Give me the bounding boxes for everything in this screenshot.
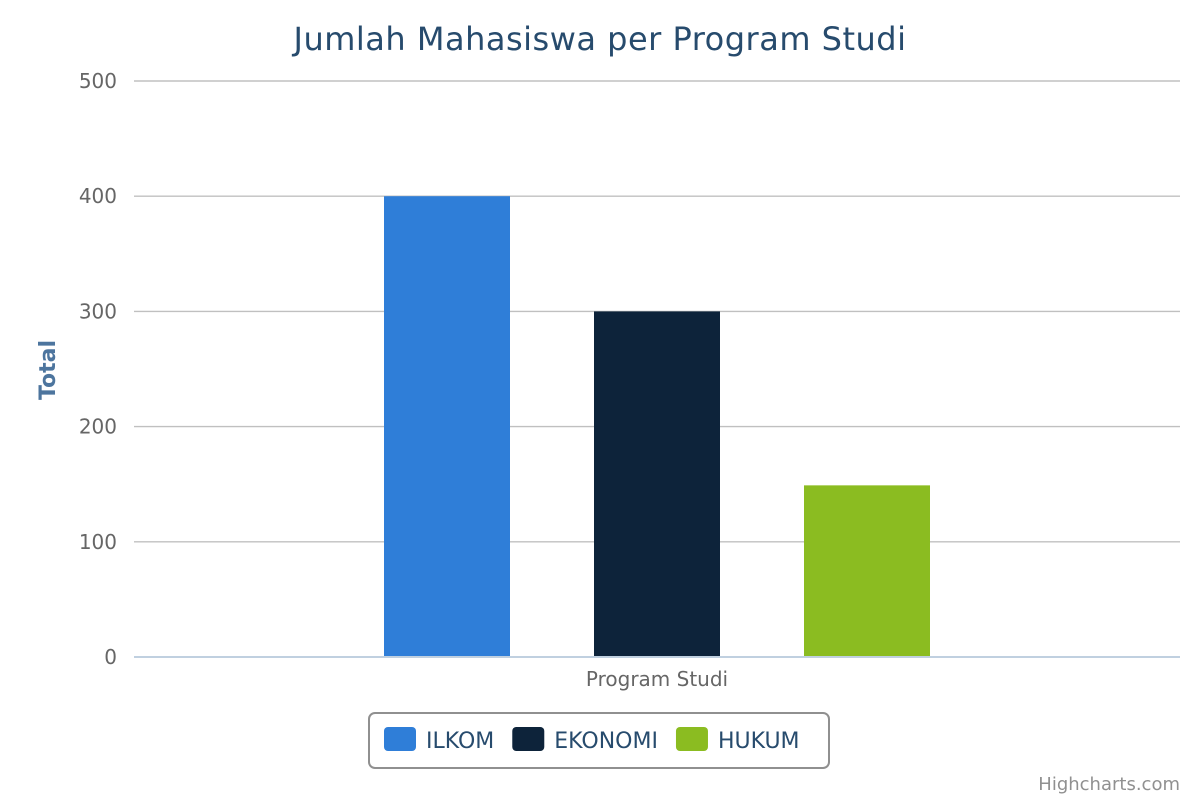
legend-label: ILKOM xyxy=(426,729,494,754)
x-category-label: Program Studi xyxy=(586,667,728,691)
legend-item-ekonomi[interactable]: EKONOMI xyxy=(512,727,658,754)
bar-hukum[interactable] xyxy=(804,485,930,657)
axis-layer: 0 100 200 300 400 500 xyxy=(79,69,1180,669)
legend-swatch xyxy=(384,727,416,751)
bar-ilkom[interactable] xyxy=(384,196,510,657)
credits-link[interactable]: Highcharts.com xyxy=(1038,774,1180,795)
legend-swatch xyxy=(512,727,545,751)
bar-layer xyxy=(384,196,930,657)
y-axis-title: Total xyxy=(36,340,61,400)
bar-ekonomi[interactable] xyxy=(594,311,720,657)
legend-label: EKONOMI xyxy=(554,729,658,754)
legend: ILKOM EKONOMI HUKUM xyxy=(368,712,830,769)
y-tick-label: 400 xyxy=(79,184,117,208)
y-tick-label: 100 xyxy=(79,530,117,554)
legend-items: ILKOM EKONOMI HUKUM xyxy=(384,727,800,754)
legend-swatch xyxy=(675,727,708,751)
legend-label: HUKUM xyxy=(718,729,800,754)
legend-item-hukum[interactable]: HUKUM xyxy=(675,727,800,754)
y-tick-label: 300 xyxy=(79,299,117,323)
y-tick-label: 500 xyxy=(79,69,117,93)
legend-item-ilkom[interactable]: ILKOM xyxy=(384,727,494,754)
legend-frame xyxy=(368,712,830,769)
chart-title: Jumlah Mahasiswa per Program Studi xyxy=(292,20,907,58)
y-tick-label: 200 xyxy=(79,415,117,439)
y-tick-label: 0 xyxy=(104,645,117,669)
